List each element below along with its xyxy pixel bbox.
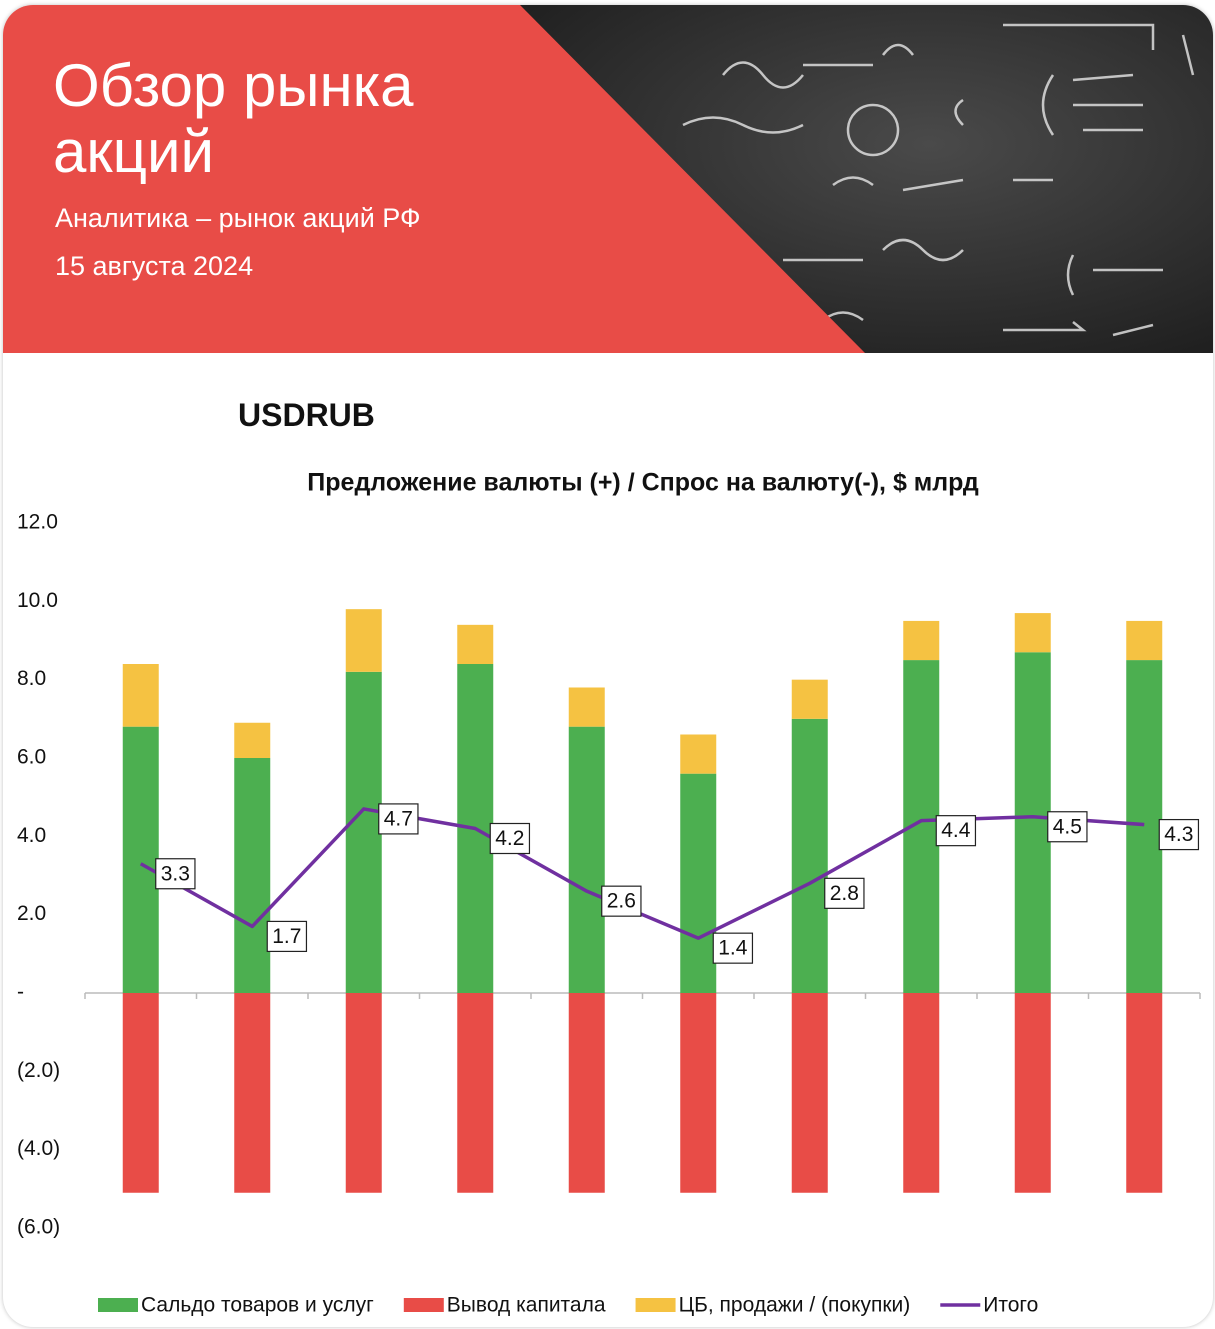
bar bbox=[234, 722, 271, 758]
legend-item: Итого bbox=[940, 1294, 1038, 1317]
bar bbox=[1014, 652, 1051, 993]
bar bbox=[791, 993, 828, 1193]
data-label-box bbox=[1047, 811, 1088, 843]
header-red-panel bbox=[3, 5, 865, 353]
bar bbox=[457, 624, 494, 664]
legend-item: Вывод капитала bbox=[403, 1294, 606, 1317]
data-label-group: 2.6 bbox=[601, 885, 642, 917]
bar bbox=[1126, 620, 1163, 661]
legend-swatch bbox=[403, 1298, 444, 1312]
legend-label: ЦБ, продажи / (покупки) bbox=[679, 1294, 911, 1317]
data-label-box bbox=[489, 822, 531, 855]
y-tick-label: (6.0) bbox=[17, 1216, 60, 1239]
bar bbox=[234, 993, 271, 1193]
bar bbox=[122, 726, 159, 993]
data-label-box bbox=[935, 815, 977, 847]
data-label: 4.3 bbox=[1164, 823, 1193, 846]
y-tick-label: 12.0 bbox=[17, 511, 58, 534]
bar bbox=[568, 687, 605, 727]
data-label-group: 4.3 bbox=[1158, 818, 1200, 851]
bar bbox=[234, 758, 271, 993]
data-label-group: 3.3 bbox=[155, 858, 196, 890]
legend-item: ЦБ, продажи / (покупки) bbox=[635, 1294, 911, 1317]
bar bbox=[680, 773, 717, 993]
y-tick-label: 10.0 bbox=[17, 589, 58, 612]
bar bbox=[791, 679, 828, 719]
data-label-box bbox=[824, 877, 865, 909]
bar bbox=[1014, 613, 1051, 653]
data-label-group: 4.2 bbox=[489, 822, 531, 855]
bar bbox=[1014, 993, 1051, 1193]
data-label-box bbox=[1158, 818, 1200, 851]
legend-label: Вывод капитала bbox=[447, 1294, 606, 1317]
bar bbox=[345, 671, 382, 993]
report-title: Обзор рынка акций bbox=[53, 52, 414, 185]
bar bbox=[345, 609, 382, 672]
chart-title: Предложение валюты (+) / Спрос на валюту… bbox=[307, 469, 979, 497]
legend-label: Итого bbox=[983, 1294, 1038, 1317]
data-label-box bbox=[266, 920, 308, 953]
y-tick-label: 4.0 bbox=[17, 824, 46, 847]
bar bbox=[903, 993, 940, 1193]
legend-swatch bbox=[98, 1298, 138, 1312]
line bbox=[139, 807, 1145, 940]
data-label-group: 4.7 bbox=[378, 803, 419, 835]
data-label: 1.4 bbox=[718, 937, 748, 960]
bar bbox=[680, 734, 717, 774]
data-label-group: 2.8 bbox=[824, 877, 865, 909]
data-label-box bbox=[601, 885, 642, 917]
data-label-group: 4.4 bbox=[935, 815, 977, 847]
header-background bbox=[3, 5, 1213, 353]
section-title: USDRUB bbox=[238, 397, 375, 433]
legend-swatch bbox=[635, 1298, 676, 1312]
data-label-box bbox=[155, 858, 196, 890]
data-label-group: 1.7 bbox=[266, 920, 308, 953]
data-label: 2.6 bbox=[607, 890, 636, 913]
chart: Предложение валюты (+) / Спрос на валюту… bbox=[17, 469, 1201, 1317]
legend-item: Сальдо товаров и услуг bbox=[98, 1294, 374, 1317]
y-tick-label: 8.0 bbox=[17, 667, 46, 690]
report-card: Обзор рынка акций Аналитика – рынок акци… bbox=[3, 5, 1213, 1327]
bar bbox=[1126, 660, 1163, 993]
bar bbox=[122, 993, 159, 1193]
bar bbox=[903, 620, 940, 661]
legend-label: Сальдо товаров и услуг bbox=[141, 1294, 374, 1317]
report-subtitle: Аналитика – рынок акций РФ bbox=[55, 203, 421, 233]
bar bbox=[791, 718, 828, 993]
data-label: 4.7 bbox=[384, 807, 413, 830]
data-label: 4.5 bbox=[1053, 815, 1082, 838]
data-label-group: 4.5 bbox=[1047, 811, 1088, 843]
data-label: 4.2 bbox=[495, 827, 524, 850]
bar bbox=[345, 993, 382, 1193]
data-label: 4.4 bbox=[941, 819, 971, 842]
report-date: 15 августа 2024 bbox=[55, 251, 254, 281]
y-tick-label: (4.0) bbox=[17, 1137, 60, 1160]
data-label: 3.3 bbox=[161, 862, 190, 885]
data-label-box bbox=[378, 803, 419, 835]
bar bbox=[568, 726, 605, 993]
bar bbox=[122, 664, 159, 727]
bar bbox=[568, 993, 605, 1193]
bar bbox=[680, 993, 717, 1193]
y-tick-label: (2.0) bbox=[17, 1059, 60, 1082]
data-label-box bbox=[712, 932, 754, 964]
y-tick-label: 6.0 bbox=[17, 746, 46, 769]
y-tick-label: 2.0 bbox=[17, 902, 46, 925]
data-label: 1.7 bbox=[272, 925, 301, 948]
data-label-group: 1.4 bbox=[712, 932, 754, 964]
data-label: 2.8 bbox=[830, 882, 859, 905]
y-tick-label: - bbox=[17, 981, 24, 1004]
bar bbox=[457, 993, 494, 1193]
bar bbox=[1126, 993, 1163, 1193]
